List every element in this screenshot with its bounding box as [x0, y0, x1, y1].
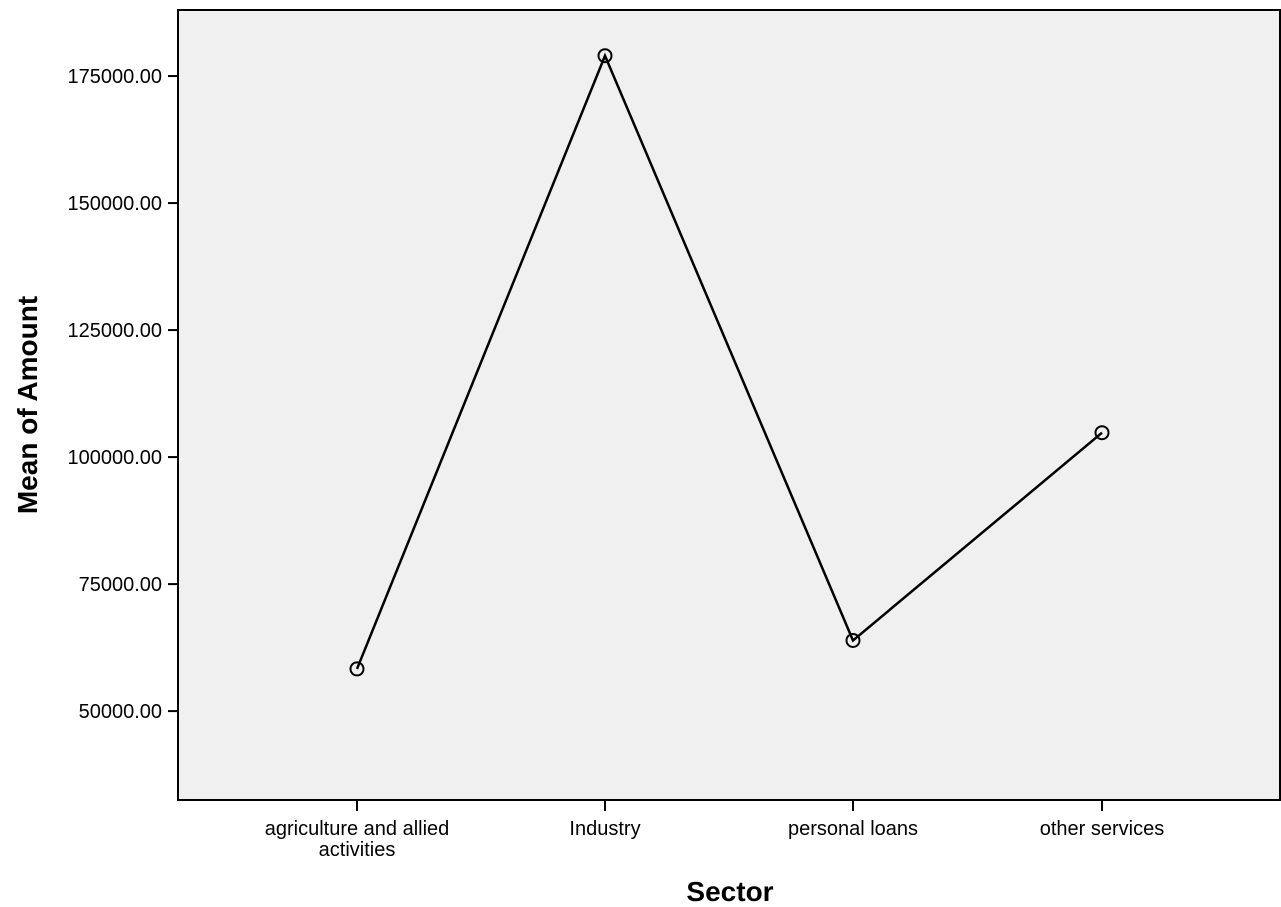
x-tick-label: Industry [569, 818, 640, 840]
data-series [349, 48, 1110, 677]
y-axis: 50000.00 75000.00 100000.00 125000.00 150000… [67, 66, 178, 723]
x-tick-label: other services [1040, 818, 1165, 840]
x-tick-label: activities [319, 839, 396, 861]
y-tick-label: 150000.00 [67, 193, 162, 215]
data-point-marker [349, 661, 365, 677]
series-line [355, 52, 1103, 670]
x-tick-label: agriculture and allied [265, 818, 450, 840]
y-tick-label: 75000.00 [79, 574, 162, 596]
y-tick-label: 100000.00 [67, 447, 162, 469]
y-tick-label: 50000.00 [79, 701, 162, 723]
x-axis-title: Sector [686, 876, 773, 907]
y-tick-label: 125000.00 [67, 320, 162, 342]
data-point-marker [845, 632, 861, 648]
y-tick-label: 175000.00 [67, 66, 162, 88]
plot-area [177, 9, 1281, 801]
y-axis-title: Mean of Amount [12, 296, 43, 514]
x-tick-label: personal loans [788, 818, 918, 840]
data-point-marker [597, 48, 613, 64]
data-point-marker [1094, 425, 1110, 441]
